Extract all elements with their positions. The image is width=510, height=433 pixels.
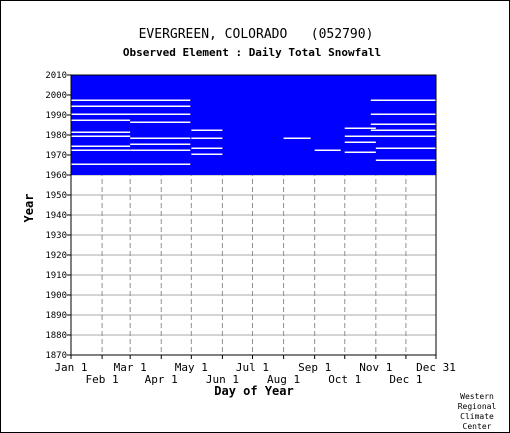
y-tick-label: 1930 bbox=[45, 231, 67, 241]
missing-data-gap bbox=[71, 135, 131, 137]
credit-line: Regional bbox=[458, 402, 497, 411]
y-tick-label: 1960 bbox=[45, 171, 67, 181]
x-tick-label: Jan 1 bbox=[54, 361, 87, 374]
x-tick-label: May 1 bbox=[175, 361, 208, 374]
y-tick-label: 1950 bbox=[45, 191, 67, 201]
y-tick-label: 1890 bbox=[45, 311, 67, 321]
x-tick-label: Aug 1 bbox=[267, 373, 300, 386]
missing-data-gap bbox=[191, 129, 223, 131]
missing-data-gap bbox=[71, 119, 131, 121]
x-tick-label: Nov 1 bbox=[359, 361, 392, 374]
credit-line: Climate bbox=[460, 412, 494, 421]
missing-data-gap bbox=[283, 137, 311, 139]
x-tick-label: Apr 1 bbox=[145, 373, 178, 386]
y-tick-label: 1880 bbox=[45, 331, 67, 341]
x-tick-label: Sep 1 bbox=[298, 361, 331, 374]
missing-data-gap bbox=[370, 135, 436, 137]
credit-line: Western bbox=[460, 392, 494, 401]
x-tick-label: Jun 1 bbox=[206, 373, 239, 386]
missing-data-gap bbox=[130, 137, 191, 139]
x-axis-label: Day of Year bbox=[214, 384, 293, 398]
x-tick-label: Jul 1 bbox=[236, 361, 269, 374]
x-tick-label: Feb 1 bbox=[86, 373, 119, 386]
x-tick-label: Dec 1 bbox=[389, 373, 422, 386]
missing-data-gap bbox=[71, 105, 191, 107]
axes: 1870 1880 1890 1900 1910 1920 1930 1940 1950 1960… bbox=[45, 71, 456, 386]
credit-line: Center bbox=[463, 422, 492, 431]
missing-data-gap bbox=[130, 149, 191, 151]
missing-data-gap bbox=[191, 137, 223, 139]
missing-data-gap bbox=[344, 151, 376, 153]
missing-data-gap bbox=[370, 129, 436, 131]
missing-data-gap bbox=[344, 141, 376, 143]
missing-data-gap bbox=[71, 163, 191, 165]
y-tick-label: 1900 bbox=[45, 291, 67, 301]
missing-data-gap bbox=[370, 123, 436, 125]
missing-data-gap bbox=[191, 147, 223, 149]
missing-data-gap bbox=[344, 127, 376, 129]
missing-data-gap bbox=[375, 159, 436, 161]
missing-data-gap bbox=[71, 145, 131, 147]
y-tick-label: 1920 bbox=[45, 251, 67, 261]
y-tick-label: 1940 bbox=[45, 211, 67, 221]
missing-data-gap bbox=[71, 149, 131, 151]
missing-data-gap bbox=[314, 149, 341, 151]
missing-data-gap bbox=[130, 121, 191, 123]
x-tick-label: Oct 1 bbox=[328, 373, 361, 386]
x-tick-label: Dec 31 bbox=[416, 361, 456, 374]
y-tick-label: 2000 bbox=[45, 91, 67, 101]
missing-data-gap bbox=[71, 99, 191, 101]
missing-data-gap bbox=[370, 99, 436, 101]
y-tick-label: 1980 bbox=[45, 131, 67, 141]
x-tick-label: Mar 1 bbox=[114, 361, 147, 374]
missing-data-gap bbox=[130, 143, 191, 145]
missing-data-gap bbox=[71, 113, 191, 115]
missing-data-gap bbox=[71, 131, 131, 133]
y-tick-label: 1870 bbox=[45, 351, 67, 361]
missing-data-gap bbox=[191, 153, 223, 155]
missing-data-gap bbox=[370, 113, 436, 115]
chart-title: EVERGREEN, COLORADO (052790) bbox=[139, 27, 374, 42]
y-axis-label: Year bbox=[22, 194, 36, 223]
y-tick-label: 1990 bbox=[45, 111, 67, 121]
missing-data-gap bbox=[375, 147, 436, 149]
y-tick-label: 1970 bbox=[45, 151, 67, 161]
chart-subtitle: Observed Element : Daily Total Snowfall bbox=[123, 46, 381, 59]
data-cells bbox=[71, 75, 436, 175]
y-tick-label: 2010 bbox=[45, 71, 67, 81]
y-tick-label: 1910 bbox=[45, 271, 67, 281]
missing-data-gap bbox=[344, 135, 376, 137]
